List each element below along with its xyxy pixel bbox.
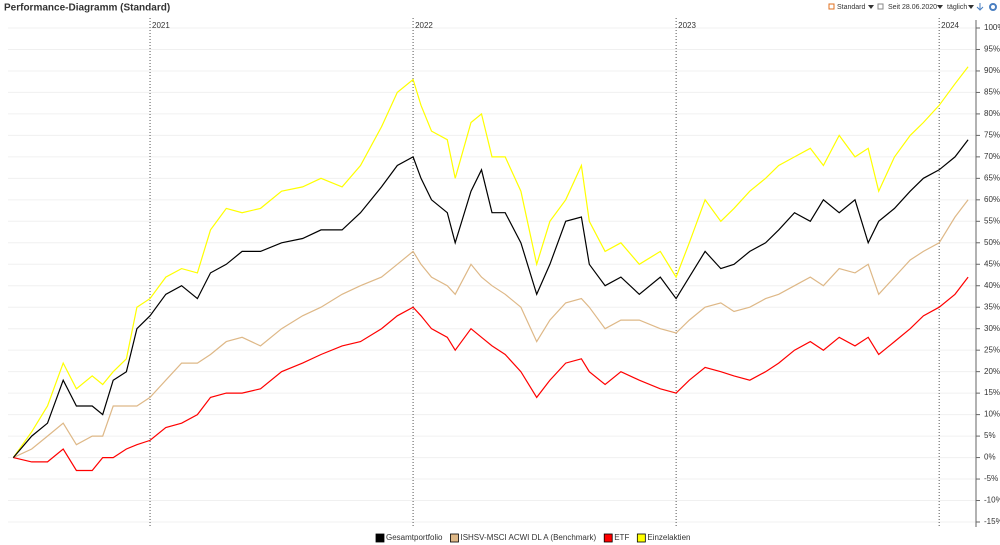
y-tick-label: 35%	[984, 302, 1000, 311]
series-line	[13, 276, 969, 472]
interval-select[interactable]: täglich	[947, 4, 967, 11]
y-tick-label: 100%	[984, 23, 1000, 32]
y-tick-label: 30%	[984, 324, 1000, 333]
legend-item[interactable]: Gesamtportfolio	[375, 533, 443, 543]
view-select[interactable]: Standard	[837, 4, 866, 11]
settings-icon[interactable]	[989, 3, 997, 11]
legend: Gesamtportfolio ISHSV-MSCI ACWI DL A (Ben…	[375, 533, 690, 543]
y-tick-label: 60%	[984, 195, 1000, 204]
y-tick-label: 5%	[984, 431, 996, 440]
x-tick-label: 2022	[415, 21, 433, 30]
legend-label: Einzelaktien	[647, 533, 690, 542]
y-tick-label: 25%	[984, 345, 1000, 354]
series-line	[12, 66, 969, 458]
legend-swatch	[375, 533, 385, 543]
y-tick-label: 80%	[984, 109, 1000, 118]
x-tick-label: 2021	[152, 21, 170, 30]
y-tick-label: 55%	[984, 216, 1000, 225]
legend-swatch	[603, 533, 613, 543]
legend-item[interactable]: ETF	[603, 533, 629, 543]
y-tick-label: 0%	[984, 453, 996, 462]
since-select[interactable]: Seit 28.06.2020	[888, 4, 937, 11]
legend-label: ETF	[614, 533, 629, 542]
y-tick-label: 90%	[984, 66, 1000, 75]
series-line	[12, 139, 969, 458]
dropdown-arrow[interactable]	[868, 5, 874, 9]
legend-label: ISHSV-MSCI ACWI DL A (Benchmark)	[460, 533, 596, 542]
y-tick-label: 85%	[984, 88, 1000, 97]
y-tick-label: 65%	[984, 173, 1000, 182]
y-tick-label: -10%	[984, 496, 1000, 505]
y-tick-label: 15%	[984, 388, 1000, 397]
x-tick-label: 2023	[678, 21, 696, 30]
dropdown-arrow[interactable]	[937, 5, 943, 9]
legend-swatch	[450, 533, 459, 543]
y-tick-label: 95%	[984, 45, 1000, 54]
y-tick-label: 70%	[984, 152, 1000, 161]
calendar-icon	[877, 3, 884, 10]
y-tick-label: 20%	[984, 367, 1000, 376]
y-tick-label: -15%	[984, 517, 1000, 526]
y-tick-label: 40%	[984, 281, 1000, 290]
dropdown-arrow[interactable]	[968, 5, 974, 9]
x-tick-label: 2024	[941, 21, 959, 30]
y-tick-label: 45%	[984, 259, 1000, 268]
y-tick-label: 50%	[984, 238, 1000, 247]
legend-item[interactable]: ISHSV-MSCI ACWI DL A (Benchmark)	[450, 533, 597, 543]
legend-label: Gesamtportfolio	[386, 533, 443, 542]
legend-swatch	[636, 533, 646, 543]
download-icon[interactable]	[976, 3, 984, 11]
y-tick-label: 10%	[984, 410, 1000, 419]
toolbar: Standard Seit 28.06.2020 täglich	[828, 3, 997, 11]
y-tick-label: 75%	[984, 131, 1000, 140]
y-tick-label: -5%	[984, 474, 998, 483]
series-line	[13, 199, 969, 459]
chart-title: Performance-Diagramm (Standard)	[4, 3, 170, 14]
legend-item[interactable]: Einzelaktien	[636, 533, 690, 543]
view-icon	[828, 3, 835, 10]
